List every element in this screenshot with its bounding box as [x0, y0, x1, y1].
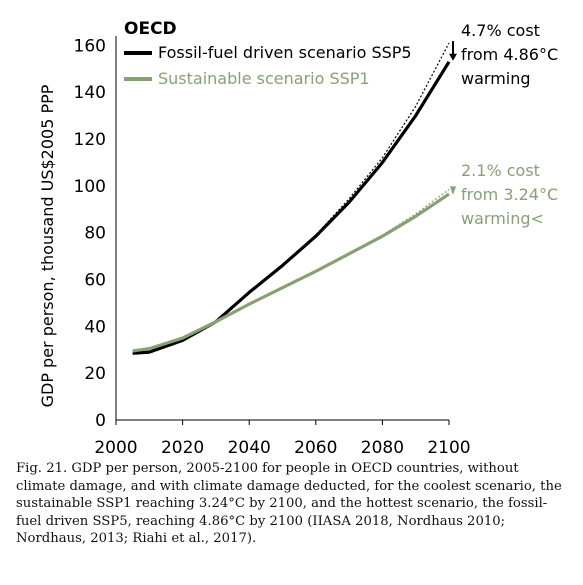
x-tick-label: 2000 [94, 438, 137, 458]
damage-arrowhead-ssp5 [449, 53, 457, 61]
y-tick-label: 100 [74, 177, 106, 197]
legend: Fossil-fuel driven scenario SSP5 Sustaina… [124, 43, 412, 88]
x-tick-label: 2020 [161, 438, 204, 458]
y-tick-label: 120 [74, 130, 106, 150]
legend-label-ssp5: Fossil-fuel driven scenario SSP5 [158, 43, 412, 62]
annotation-1-line-2: from 4.86°C [461, 45, 558, 64]
annotations: 4.7% cost from 4.86°C warming 2.1% cost from… [461, 21, 558, 228]
x-tick-label: 2100 [427, 438, 470, 458]
series-line-ssp5 [132, 60, 451, 355]
chart-title: OECD [124, 19, 177, 39]
y-axis: 0 20 40 60 80 100 120 140 160 [74, 36, 117, 431]
legend-label-ssp1: Sustainable scenario SSP1 [158, 69, 370, 88]
series-line-ssp1 [132, 192, 450, 353]
y-axis-label: GDP per person, thousand US$2005 PPP [38, 84, 57, 407]
y-tick-label: 60 [84, 271, 106, 291]
figure-caption: Fig. 21. GDP per person, 2005-2100 for p… [16, 461, 562, 547]
annotation-2-line-3: warming< [461, 209, 544, 228]
y-tick-label: 160 [74, 36, 106, 56]
annotation-1-line-1: 4.7% cost [461, 21, 540, 40]
y-tick-label: 80 [84, 224, 106, 244]
annotation-1-line-3: warming [461, 69, 531, 88]
series-group [132, 41, 457, 355]
x-axis: 2000 2020 2040 2060 2080 2100 [94, 419, 471, 458]
y-tick-label: 140 [74, 83, 106, 103]
series-line-ssp1-no-damage [132, 188, 450, 352]
y-tick-label: 20 [84, 364, 106, 384]
y-tick-label: 0 [95, 411, 106, 431]
x-tick-label: 2080 [361, 438, 404, 458]
series-line-ssp5-no-damage [132, 42, 450, 354]
annotation-2-line-2: from 3.24°C [461, 185, 558, 204]
y-tick-label: 40 [84, 317, 106, 337]
annotation-2-line-1: 2.1% cost [461, 161, 540, 180]
x-tick-label: 2060 [294, 438, 337, 458]
x-tick-label: 2040 [228, 438, 271, 458]
damage-arrowhead-ssp1 [450, 186, 456, 196]
